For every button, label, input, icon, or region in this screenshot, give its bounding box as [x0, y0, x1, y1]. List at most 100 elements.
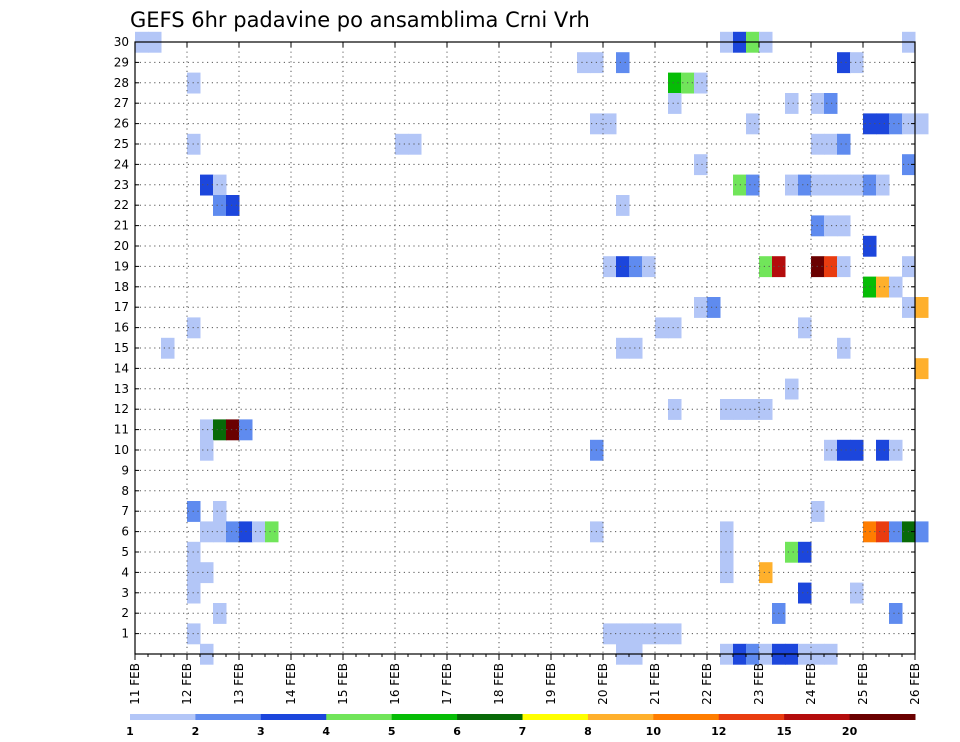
- heatmap-cell: [707, 297, 721, 318]
- heatmap-cell: [668, 72, 682, 94]
- y-tick-label: 16: [114, 321, 129, 335]
- legend-swatch: [522, 714, 589, 720]
- y-axis: 1234567891011121314151617181920212223242…: [114, 35, 915, 641]
- heatmap-cell: [837, 174, 851, 196]
- heatmap-cell: [876, 174, 890, 196]
- x-tick-label: 24 FEB: [804, 663, 818, 705]
- heatmap-cell: [798, 541, 812, 563]
- y-tick-label: 12: [114, 402, 129, 416]
- heatmap-cell: [759, 399, 773, 420]
- heatmap-cell: [200, 439, 214, 461]
- legend-swatch: [784, 714, 851, 720]
- legend-label: 7: [519, 725, 527, 738]
- heatmap-cell: [226, 419, 240, 441]
- legend-label: 1: [126, 725, 134, 738]
- heatmap-cell: [694, 297, 708, 318]
- legend-label: 15: [777, 725, 792, 738]
- legend-label: 6: [453, 725, 461, 738]
- y-tick-label: 4: [121, 565, 129, 579]
- y-tick-label: 7: [121, 504, 129, 518]
- heatmap-cell: [746, 113, 760, 135]
- y-tick-label: 14: [114, 361, 129, 375]
- heatmap-cell: [759, 256, 773, 278]
- legend-label: 12: [711, 725, 726, 738]
- y-tick-label: 23: [114, 178, 129, 192]
- heatmap-cell: [200, 419, 214, 441]
- heatmap-cell: [213, 174, 227, 196]
- heatmap-cell: [213, 501, 227, 522]
- heatmap-cell: [629, 337, 643, 359]
- heatmap-cell: [265, 521, 279, 543]
- heatmap-cell: [720, 399, 734, 420]
- y-tick-label: 8: [121, 484, 129, 498]
- y-tick-label: 5: [121, 545, 129, 559]
- heatmap-cell: [720, 562, 734, 584]
- legend-swatch: [457, 714, 523, 720]
- heatmap-cell: [616, 256, 630, 278]
- heatmap-cell: [824, 93, 838, 114]
- heatmap-cell: [577, 52, 591, 74]
- x-tick-label: 26 FEB: [908, 663, 922, 705]
- heatmap-cell: [616, 52, 630, 74]
- legend-swatch: [391, 714, 458, 720]
- heatmap-cell: [824, 133, 838, 155]
- heatmap-cell: [824, 256, 838, 278]
- heatmap-cell: [915, 521, 929, 543]
- y-tick-label: 2: [121, 606, 129, 620]
- heatmap-cell: [837, 439, 851, 461]
- legend-swatch: [260, 714, 327, 720]
- y-tick-label: 29: [114, 55, 129, 69]
- heatmap-cell: [603, 623, 617, 645]
- heatmap-cell: [694, 72, 708, 94]
- heatmap-cell: [200, 562, 214, 584]
- heatmap-cell: [668, 623, 682, 645]
- heatmap-cell: [915, 297, 929, 318]
- x-tick-label: 18 FEB: [492, 663, 506, 705]
- colorbar-legend: 1 2 3 4 5 6 7 8 10 12 15 20: [126, 714, 916, 738]
- x-tick-label: 22 FEB: [700, 663, 714, 705]
- heatmap-cell: [668, 93, 682, 114]
- y-tick-label: 24: [114, 157, 129, 171]
- heatmap-cell: [837, 52, 851, 74]
- heatmap-cell: [798, 582, 812, 604]
- legend-swatch: [130, 714, 196, 720]
- heatmap-cell: [824, 439, 838, 461]
- legend-label: 3: [257, 725, 265, 738]
- heatmap-cell: [785, 541, 799, 563]
- x-tick-label: 19 FEB: [544, 663, 558, 705]
- legend-swatch: [326, 714, 393, 720]
- y-tick-label: 11: [114, 423, 129, 437]
- heatmap-cell: [889, 521, 903, 543]
- gridlines: [135, 42, 915, 654]
- legend-swatch: [849, 714, 916, 720]
- heatmap-cell: [226, 195, 240, 216]
- y-tick-label: 13: [114, 382, 129, 396]
- heatmap-cell: [395, 133, 409, 155]
- heatmap-cell: [876, 113, 890, 135]
- y-tick-label: 27: [114, 96, 129, 110]
- heatmap-cell: [798, 317, 812, 339]
- heatmap-cell: [200, 521, 214, 543]
- y-tick-label: 22: [114, 198, 129, 212]
- heatmap-cell: [837, 133, 851, 155]
- y-tick-label: 15: [114, 341, 129, 355]
- legend-swatch: [587, 714, 654, 720]
- x-tick-label: 17 FEB: [440, 663, 454, 705]
- heatmap-cell: [408, 133, 422, 155]
- heatmap-cell: [837, 215, 851, 237]
- heatmap-cell: [668, 399, 682, 420]
- heatmap-cell: [733, 174, 747, 196]
- heatmap-cell: [850, 439, 864, 461]
- heatmap-cell: [746, 174, 760, 196]
- heatmap-cell: [668, 317, 682, 339]
- heatmap-cell: [213, 195, 227, 216]
- y-tick-label: 19: [114, 259, 129, 273]
- x-tick-label: 12 FEB: [180, 663, 194, 705]
- heatmap-cell: [876, 521, 890, 543]
- heatmap-cell: [616, 623, 630, 645]
- x-tick-label: 20 FEB: [596, 663, 610, 705]
- y-tick-label: 10: [114, 443, 129, 457]
- heatmap-cell: [694, 154, 708, 176]
- x-tick-label: 11 FEB: [128, 663, 142, 705]
- y-tick-label: 17: [114, 300, 129, 314]
